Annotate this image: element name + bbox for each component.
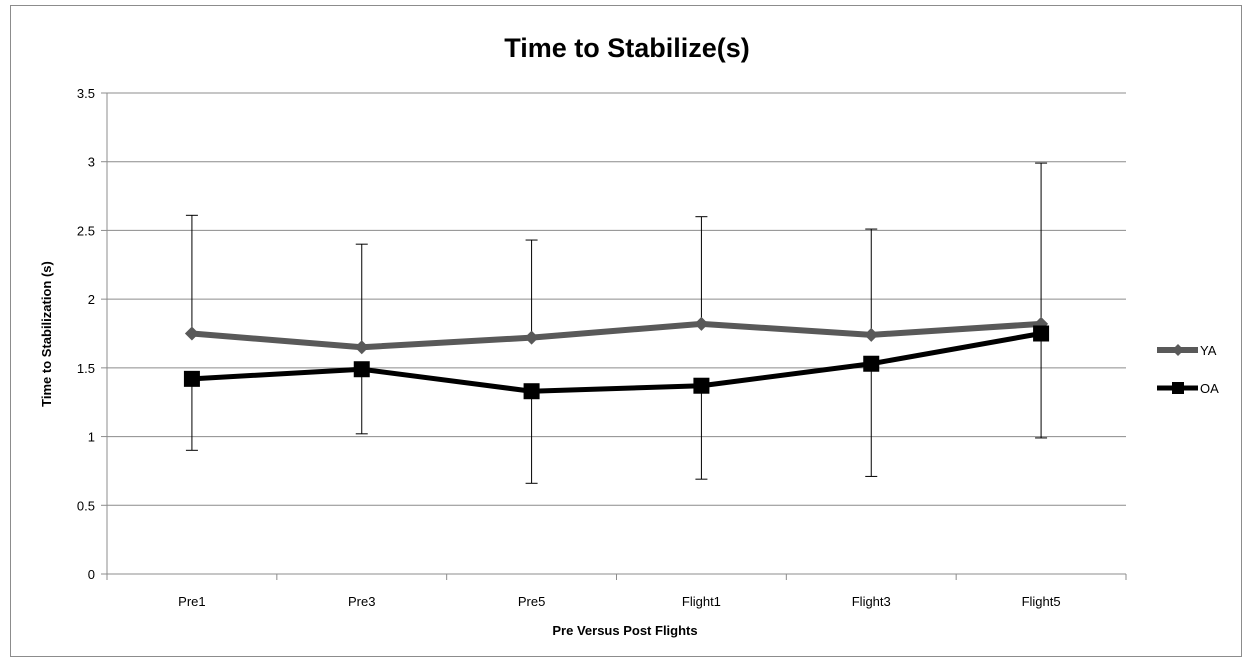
marker-ya [864, 327, 879, 342]
y-tick-label: 2 [88, 292, 95, 307]
x-tick-label: Pre1 [178, 594, 205, 609]
y-tick-label: 1 [88, 430, 95, 445]
marker-ya [354, 340, 369, 355]
marker-ya [184, 326, 199, 341]
marker-ya [694, 316, 709, 331]
marker-oa [523, 383, 540, 400]
marker-ya [524, 330, 539, 345]
legend-marker-ya [1172, 344, 1184, 356]
y-tick-label: 3.5 [77, 86, 95, 101]
axes [101, 92, 1127, 580]
series-lines [191, 320, 1042, 394]
marker-oa [863, 355, 880, 372]
y-tick-label: 0 [88, 567, 95, 582]
y-tick-labels: 0 0.5 1 1.5 2 2.5 3 3.5 [77, 86, 95, 582]
x-tick-label: Flight1 [682, 594, 721, 609]
legend-label-ya: YA [1200, 343, 1217, 358]
chart-title: Time to Stabilize(s) [504, 33, 750, 63]
y-tick-label: 0.5 [77, 498, 95, 513]
x-tick-label: Flight3 [852, 594, 891, 609]
gridlines [107, 92, 1126, 506]
y-tick-label: 2.5 [77, 223, 95, 238]
error-bars [185, 162, 1048, 484]
y-tick-label: 3 [88, 155, 95, 170]
y-tick-label: 1.5 [77, 361, 95, 376]
x-tick-label: Pre5 [518, 594, 545, 609]
x-tick-label: Flight5 [1022, 594, 1061, 609]
x-axis-label: Pre Versus Post Flights [552, 623, 697, 638]
marker-oa [693, 377, 710, 394]
series-line-ya [191, 320, 1042, 351]
x-tick-label: Pre3 [348, 594, 375, 609]
y-axis-label: Time to Stabilization (s) [39, 261, 54, 407]
marker-oa [1033, 325, 1050, 342]
marker-oa [353, 361, 370, 378]
marker-oa [183, 370, 200, 387]
legend-marker-oa [1172, 382, 1184, 394]
series-line-oa [191, 331, 1042, 394]
x-tick-labels: Pre1 Pre3 Pre5 Flight1 Flight3 Flight5 [178, 594, 1060, 609]
legend: YA OA [1157, 343, 1219, 396]
series-markers [183, 316, 1050, 400]
legend-label-oa: OA [1200, 381, 1219, 396]
